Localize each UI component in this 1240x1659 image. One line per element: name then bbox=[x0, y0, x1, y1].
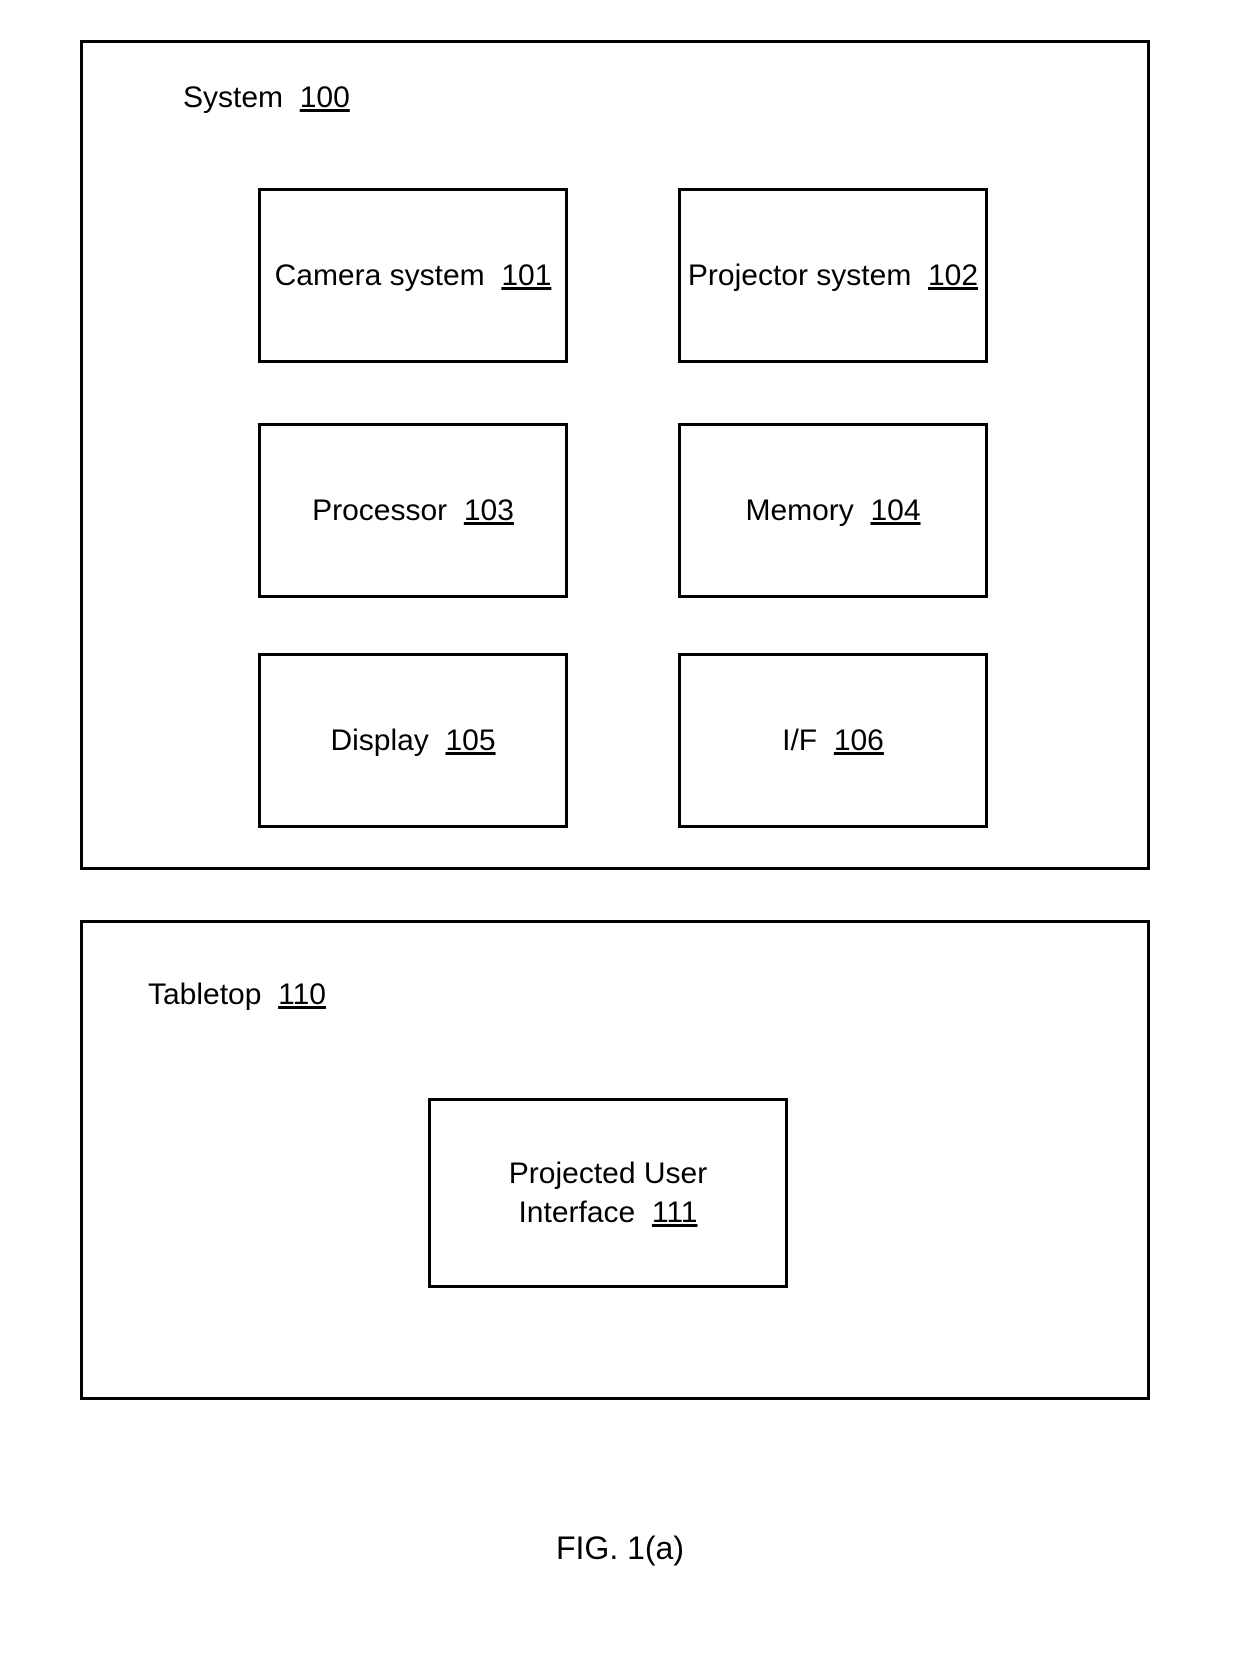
system-title: System 100 bbox=[183, 81, 350, 115]
if-ref: 106 bbox=[834, 724, 884, 757]
if-label: I/F bbox=[782, 724, 817, 757]
processor-box: Processor 103 bbox=[258, 423, 568, 598]
display-label: Display bbox=[330, 724, 428, 757]
camera-system-box: Camera system 101 bbox=[258, 188, 568, 363]
display-box: Display 105 bbox=[258, 653, 568, 828]
tabletop-box: Tabletop 110 Projected UserInterface 111 bbox=[80, 920, 1150, 1400]
memory-ref: 104 bbox=[870, 494, 920, 527]
processor-ref: 103 bbox=[464, 494, 514, 527]
figure-1a: System 100 Camera system 101 Projector s… bbox=[0, 0, 1240, 1659]
camera-ref: 101 bbox=[501, 259, 551, 292]
processor-label: Processor bbox=[312, 494, 447, 527]
tabletop-title-label: Tabletop bbox=[148, 978, 261, 1011]
memory-label: Memory bbox=[745, 494, 853, 527]
projector-ref: 102 bbox=[928, 259, 978, 292]
projected-ui-box: Projected UserInterface 111 bbox=[428, 1098, 788, 1288]
pui-ref: 111 bbox=[652, 1196, 698, 1229]
system-box: System 100 Camera system 101 Projector s… bbox=[80, 40, 1150, 870]
if-box: I/F 106 bbox=[678, 653, 988, 828]
tabletop-title-ref: 110 bbox=[278, 978, 326, 1011]
camera-label: Camera system bbox=[275, 259, 485, 292]
projector-label: Projector system bbox=[688, 259, 911, 292]
tabletop-title: Tabletop 110 bbox=[148, 978, 326, 1012]
system-title-ref: 100 bbox=[300, 81, 350, 114]
system-title-label: System bbox=[183, 81, 283, 114]
memory-box: Memory 104 bbox=[678, 423, 988, 598]
display-ref: 105 bbox=[446, 724, 496, 757]
figure-caption: FIG. 1(a) bbox=[0, 1530, 1240, 1567]
projector-system-box: Projector system 102 bbox=[678, 188, 988, 363]
